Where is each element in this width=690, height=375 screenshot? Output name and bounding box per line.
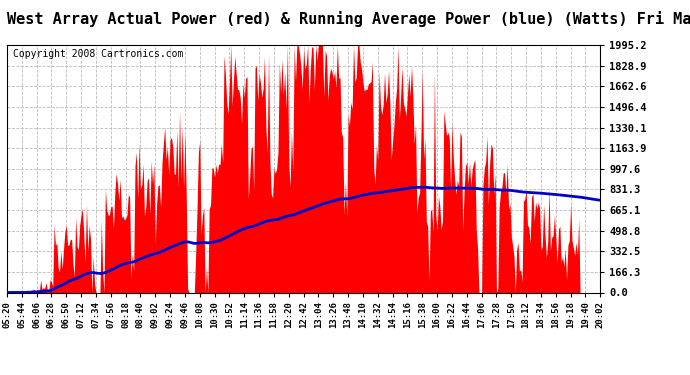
Text: Copyright 2008 Cartronics.com: Copyright 2008 Cartronics.com <box>13 49 184 59</box>
Text: West Array Actual Power (red) & Running Average Power (blue) (Watts) Fri May 23 : West Array Actual Power (red) & Running … <box>7 11 690 27</box>
